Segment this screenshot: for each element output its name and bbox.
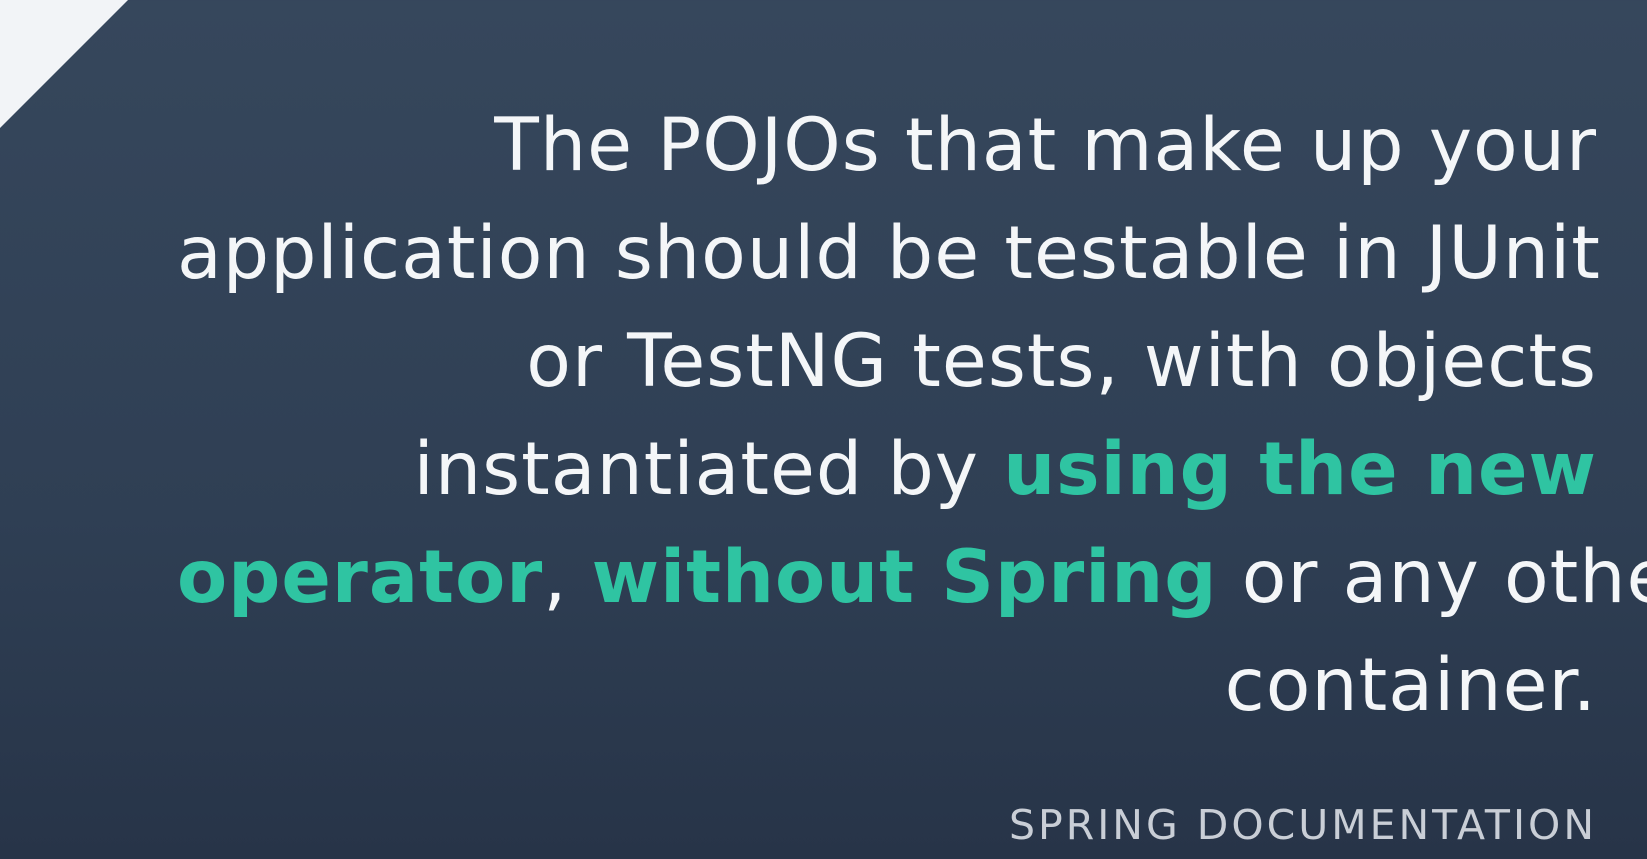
quote-line-1: The POJOs that make up your: [494, 103, 1597, 188]
quote-text: The POJOs that make up your application …: [177, 92, 1647, 740]
quote-line-6: container.: [1224, 643, 1597, 728]
highlight-using-the-new: using the new: [1003, 427, 1597, 512]
highlight-without-spring: without Spring: [591, 535, 1218, 620]
quote-line-5-plain: or any other: [1241, 535, 1647, 620]
quote-line-3: or TestNG tests, with objects: [526, 319, 1597, 404]
corner-decoration: [0, 0, 128, 128]
quote-source: SPRING DOCUMENTATION: [1008, 801, 1597, 849]
quote-line-5-comma: ,: [543, 535, 592, 620]
quote-line-2: application should be testable in JUnit: [177, 211, 1601, 296]
quote-line-5: operator, without Spring or any other: [177, 524, 1647, 632]
quote-line-4-plain: instantiated by: [413, 427, 1004, 512]
quote-line-4: instantiated by using the new: [177, 416, 1597, 524]
highlight-operator: operator: [177, 535, 544, 620]
